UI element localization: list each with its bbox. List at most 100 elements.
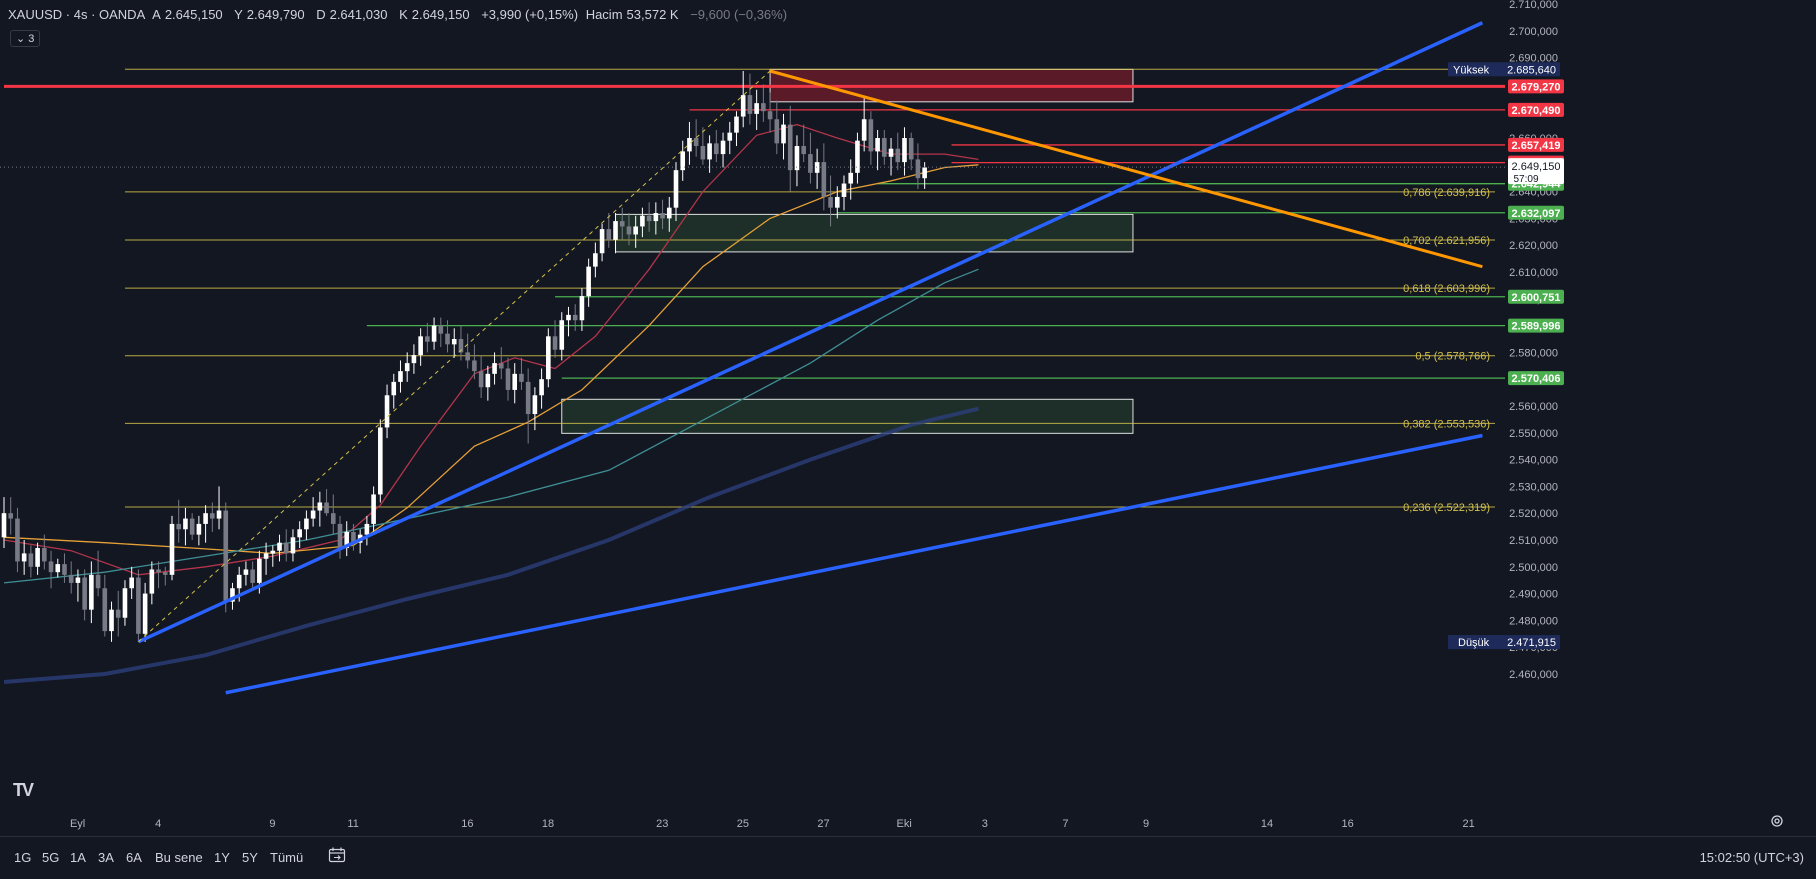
candle-body	[774, 119, 780, 144]
range-button[interactable]: Tümü	[270, 850, 304, 865]
symbol-header: XAUUSD · 4s · OANDA A 2.645,150 Y 2.649,79…	[8, 7, 791, 22]
candle-body	[28, 553, 34, 567]
candle-body	[8, 513, 14, 519]
x-tick-label: 4	[155, 818, 161, 830]
candle-body	[169, 523, 175, 575]
candle-body	[324, 502, 329, 514]
symbol-title[interactable]: XAUUSD · 4s · OANDA	[8, 7, 146, 22]
trendline-downtrend	[769, 69, 1483, 269]
candle-body	[68, 574, 74, 583]
candle-body	[250, 569, 255, 583]
ma-line	[3, 164, 979, 555]
level-price-tag: 2.679,270	[1512, 81, 1561, 93]
candle-body	[707, 143, 712, 160]
candle-body	[915, 159, 921, 179]
candle-body	[55, 564, 61, 573]
candle-body	[478, 371, 484, 388]
y-tick-label: 2.540,000	[1509, 455, 1558, 467]
range-button[interactable]: 1A	[70, 850, 86, 865]
candle-body	[794, 146, 800, 171]
candle-body	[546, 336, 551, 380]
candle-body	[505, 368, 511, 390]
x-tick-label: 16	[1342, 818, 1354, 830]
high-value: Y 2.649,790	[234, 7, 305, 22]
candle-body	[344, 531, 350, 549]
candle-body	[687, 138, 692, 152]
indicator-toggle-button[interactable]: ⌄ 3	[10, 30, 41, 47]
low-marker-bg	[1448, 635, 1560, 650]
candle-body	[48, 561, 54, 573]
x-tick-label: 16	[461, 818, 473, 830]
range-button[interactable]: 5G	[42, 850, 60, 865]
candle-body	[525, 381, 531, 415]
candle-body	[519, 373, 524, 382]
candle-body	[814, 162, 820, 173]
level-price-tag: 2.670,490	[1512, 105, 1561, 117]
candle-body	[15, 518, 20, 562]
candle-body	[673, 170, 679, 208]
y-tick-label: 2.700,000	[1509, 26, 1558, 38]
candle-body	[263, 553, 269, 559]
fib-label: 0,5 (2.578,766)	[1415, 351, 1490, 363]
calendar-range-icon[interactable]	[328, 847, 346, 863]
range-button[interactable]: 5Y	[242, 850, 258, 865]
range-button[interactable]: 6A	[126, 850, 142, 865]
candle-body	[767, 111, 773, 120]
x-tick-label: 9	[269, 818, 275, 830]
tradingview-logo-icon[interactable]: TV	[13, 780, 34, 800]
x-tick-label: 9	[1143, 818, 1149, 830]
candle-body	[559, 320, 565, 350]
candle-body	[398, 371, 403, 382]
candle-body	[512, 373, 518, 390]
candle-body	[801, 146, 806, 155]
candle-body	[828, 196, 833, 208]
candle-body	[337, 523, 343, 549]
range-button[interactable]: 1G	[14, 850, 32, 865]
candle-body	[243, 569, 249, 575]
candle-body	[210, 513, 215, 519]
candle-body	[868, 119, 874, 152]
candle-body	[451, 339, 457, 345]
level-price-tag-bg	[1508, 289, 1564, 304]
candle-body	[183, 518, 188, 530]
zone-support	[561, 398, 1134, 434]
candle-body	[162, 572, 168, 575]
fib-label: 0,702 (2.621,956)	[1403, 235, 1490, 247]
range-button[interactable]: 1Y	[214, 850, 230, 865]
candle-body	[136, 577, 141, 634]
candle-body	[485, 373, 491, 388]
gear-icon[interactable]	[1770, 814, 1784, 828]
x-tick-label: 25	[737, 818, 749, 830]
range-button[interactable]: Bu sene	[155, 850, 203, 865]
x-tick-label: 23	[656, 818, 668, 830]
candle-body	[619, 221, 625, 227]
ma-line	[3, 123, 979, 576]
high-marker-label: Yüksek	[1453, 64, 1490, 76]
candle-body	[1, 513, 7, 538]
candle-body	[236, 574, 242, 589]
level-price-tag: 2.600,751	[1512, 292, 1561, 304]
candle-body	[115, 609, 121, 618]
high-marker-bg	[1448, 62, 1560, 77]
candle-body	[317, 502, 323, 511]
candle-body	[270, 550, 276, 554]
range-button[interactable]: 3A	[98, 850, 114, 865]
candle-body	[411, 355, 417, 364]
candle-body	[666, 207, 672, 219]
candle-body	[425, 336, 430, 342]
chevron-down-icon: ⌄	[16, 33, 26, 45]
x-tick-label: 27	[817, 818, 829, 830]
price-chart[interactable]: 1 (2.680,786 (2.639,916)0,702 (2.621,956…	[0, 0, 1816, 836]
trendline-fib-guide	[138, 70, 771, 643]
y-tick-label: 2.520,000	[1509, 508, 1558, 520]
candle-body	[21, 553, 27, 562]
candle-body	[371, 494, 376, 524]
fib-label: 0,618 (2.603,996)	[1403, 283, 1490, 295]
clock-timezone[interactable]: 15:02:50 (UTC+3)	[1699, 850, 1804, 865]
candle-body	[404, 363, 410, 372]
candle-body	[740, 95, 746, 117]
candle-body	[102, 588, 108, 632]
candle-body	[89, 574, 94, 610]
candle-body	[216, 510, 222, 519]
candle-body	[727, 132, 733, 141]
